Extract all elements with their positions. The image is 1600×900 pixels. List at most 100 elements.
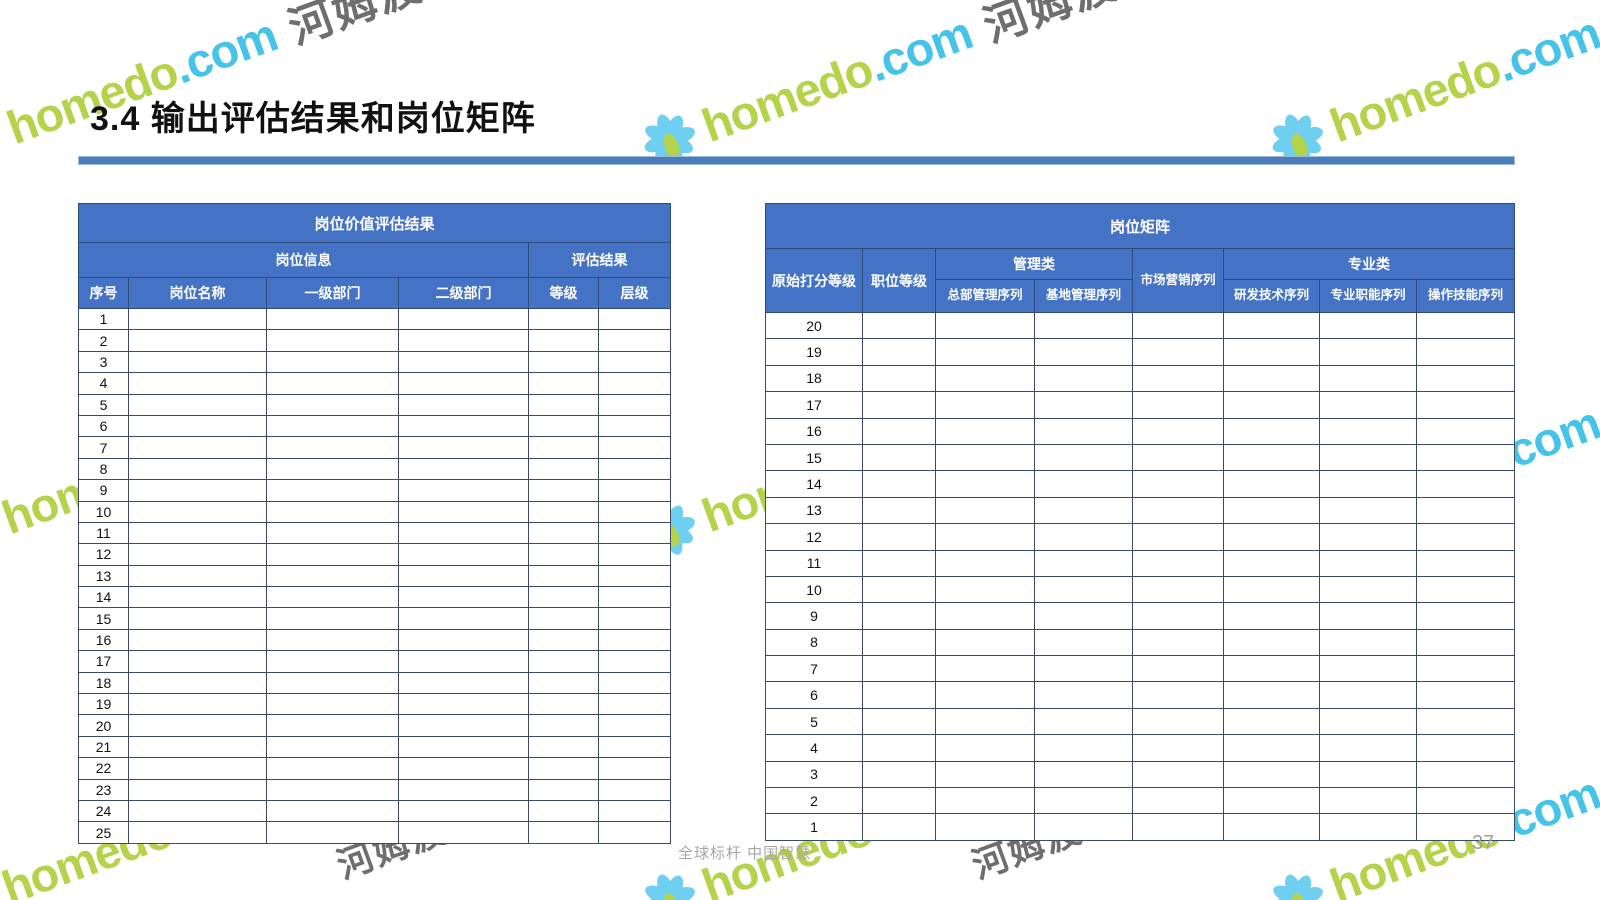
left-cell-job-name[interactable] <box>128 714 267 737</box>
left-cell-job-name[interactable] <box>128 350 267 374</box>
right-cell-position-grade[interactable] <box>862 734 936 762</box>
right-cell-rd-tech-seq[interactable] <box>1223 760 1320 789</box>
left-cell-seq[interactable]: 8 <box>78 457 129 481</box>
right-cell-raw-score-grade[interactable]: 18 <box>765 364 863 393</box>
left-cell-level[interactable] <box>598 521 671 545</box>
left-cell-level[interactable] <box>598 436 671 459</box>
left-cell-dept2[interactable] <box>398 329 529 352</box>
left-cell-dept1[interactable] <box>266 307 399 331</box>
right-cell-raw-score-grade[interactable]: 3 <box>765 760 863 789</box>
left-cell-job-name[interactable] <box>128 414 267 438</box>
right-cell-base-management-seq[interactable] <box>1034 575 1133 604</box>
right-cell-hq-management-seq[interactable] <box>935 391 1035 419</box>
right-cell-base-management-seq[interactable] <box>1034 760 1133 789</box>
left-cell-dept2[interactable] <box>398 735 529 759</box>
right-cell-hq-management-seq[interactable] <box>935 655 1035 683</box>
right-cell-base-management-seq[interactable] <box>1034 681 1133 709</box>
left-cell-seq[interactable]: 13 <box>78 564 129 588</box>
left-cell-job-name[interactable] <box>128 307 267 331</box>
left-cell-dept1[interactable] <box>266 457 399 481</box>
right-cell-operation-skill-seq[interactable] <box>1416 655 1515 683</box>
right-cell-rd-tech-seq[interactable] <box>1223 523 1320 551</box>
right-cell-operation-skill-seq[interactable] <box>1416 443 1515 472</box>
right-cell-base-management-seq[interactable] <box>1034 364 1133 393</box>
right-cell-operation-skill-seq[interactable] <box>1416 628 1515 657</box>
left-cell-job-name[interactable] <box>128 821 267 844</box>
right-cell-base-management-seq[interactable] <box>1034 496 1133 525</box>
left-cell-grade[interactable] <box>528 607 599 630</box>
left-cell-grade[interactable] <box>528 500 599 523</box>
right-cell-hq-management-seq[interactable] <box>935 549 1035 577</box>
right-cell-position-grade[interactable] <box>862 813 936 841</box>
left-cell-level[interactable] <box>598 479 671 502</box>
right-cell-base-management-seq[interactable] <box>1034 655 1133 683</box>
right-cell-base-management-seq[interactable] <box>1034 443 1133 472</box>
right-cell-professional-function-seq[interactable] <box>1319 443 1417 472</box>
left-cell-dept2[interactable] <box>398 628 529 652</box>
left-cell-job-name[interactable] <box>128 500 267 523</box>
right-cell-operation-skill-seq[interactable] <box>1416 338 1515 366</box>
right-cell-operation-skill-seq[interactable] <box>1416 813 1515 841</box>
right-cell-base-management-seq[interactable] <box>1034 470 1133 498</box>
right-cell-professional-function-seq[interactable] <box>1319 575 1417 604</box>
left-cell-seq[interactable]: 10 <box>78 500 129 523</box>
left-cell-seq[interactable]: 4 <box>78 372 129 395</box>
left-cell-job-name[interactable] <box>128 799 267 823</box>
right-cell-marketing-seq[interactable] <box>1132 787 1224 815</box>
left-cell-dept2[interactable] <box>398 757 529 780</box>
left-cell-job-name[interactable] <box>128 735 267 759</box>
right-cell-rd-tech-seq[interactable] <box>1223 602 1320 630</box>
right-cell-professional-function-seq[interactable] <box>1319 787 1417 815</box>
right-cell-hq-management-seq[interactable] <box>935 496 1035 525</box>
right-cell-professional-function-seq[interactable] <box>1319 602 1417 630</box>
left-cell-level[interactable] <box>598 714 671 737</box>
right-cell-raw-score-grade[interactable]: 12 <box>765 523 863 551</box>
left-cell-job-name[interactable] <box>128 436 267 459</box>
right-cell-operation-skill-seq[interactable] <box>1416 575 1515 604</box>
left-cell-job-name[interactable] <box>128 671 267 695</box>
right-cell-base-management-seq[interactable] <box>1034 628 1133 657</box>
left-cell-dept1[interactable] <box>266 479 399 502</box>
right-cell-position-grade[interactable] <box>862 311 936 340</box>
right-cell-professional-function-seq[interactable] <box>1319 681 1417 709</box>
left-cell-grade[interactable] <box>528 735 599 759</box>
left-cell-dept1[interactable] <box>266 500 399 523</box>
right-cell-operation-skill-seq[interactable] <box>1416 496 1515 525</box>
right-cell-position-grade[interactable] <box>862 707 936 736</box>
left-cell-dept1[interactable] <box>266 650 399 673</box>
right-cell-hq-management-seq[interactable] <box>935 681 1035 709</box>
left-cell-seq[interactable]: 20 <box>78 714 129 737</box>
left-cell-dept2[interactable] <box>398 457 529 481</box>
right-cell-raw-score-grade[interactable]: 17 <box>765 391 863 419</box>
right-cell-professional-function-seq[interactable] <box>1319 813 1417 841</box>
left-cell-level[interactable] <box>598 372 671 395</box>
left-cell-seq[interactable]: 16 <box>78 628 129 652</box>
left-cell-level[interactable] <box>598 543 671 566</box>
right-cell-base-management-seq[interactable] <box>1034 813 1133 841</box>
right-cell-operation-skill-seq[interactable] <box>1416 760 1515 789</box>
left-cell-job-name[interactable] <box>128 521 267 545</box>
right-cell-marketing-seq[interactable] <box>1132 734 1224 762</box>
right-cell-rd-tech-seq[interactable] <box>1223 338 1320 366</box>
right-cell-base-management-seq[interactable] <box>1034 787 1133 815</box>
left-cell-dept2[interactable] <box>398 671 529 695</box>
left-cell-seq[interactable]: 12 <box>78 543 129 566</box>
left-cell-dept2[interactable] <box>398 650 529 673</box>
left-cell-level[interactable] <box>598 821 671 844</box>
right-cell-hq-management-seq[interactable] <box>935 338 1035 366</box>
left-cell-grade[interactable] <box>528 414 599 438</box>
left-cell-job-name[interactable] <box>128 564 267 588</box>
right-cell-marketing-seq[interactable] <box>1132 628 1224 657</box>
right-cell-rd-tech-seq[interactable] <box>1223 787 1320 815</box>
left-cell-job-name[interactable] <box>128 778 267 801</box>
left-cell-dept2[interactable] <box>398 607 529 630</box>
right-cell-hq-management-seq[interactable] <box>935 734 1035 762</box>
right-cell-rd-tech-seq[interactable] <box>1223 417 1320 445</box>
right-cell-position-grade[interactable] <box>862 787 936 815</box>
right-cell-raw-score-grade[interactable]: 16 <box>765 417 863 445</box>
left-cell-grade[interactable] <box>528 479 599 502</box>
right-cell-hq-management-seq[interactable] <box>935 813 1035 841</box>
right-cell-operation-skill-seq[interactable] <box>1416 417 1515 445</box>
right-cell-professional-function-seq[interactable] <box>1319 417 1417 445</box>
right-cell-hq-management-seq[interactable] <box>935 760 1035 789</box>
